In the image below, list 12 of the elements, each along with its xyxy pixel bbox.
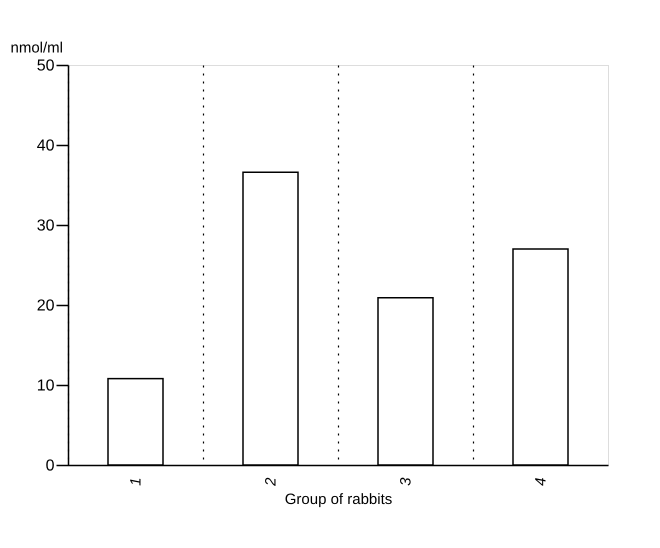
y-tick-label: 20 [36,298,55,314]
x-tick-label: 1 [128,478,144,486]
x-tick-label: 3 [398,476,414,486]
x-axis-title: Group of rabbits [284,490,392,508]
y-tick-label: 40 [36,138,55,154]
y-tick-label: 50 [36,58,55,74]
x-tick-label: 2 [262,476,280,487]
y-tick-label: 30 [36,218,55,234]
y-axis-title: nmol/ml [10,40,64,56]
y-tick-label: 0 [46,458,55,474]
y-tick-label: 10 [36,378,55,394]
x-tick-label: 4 [532,478,550,486]
